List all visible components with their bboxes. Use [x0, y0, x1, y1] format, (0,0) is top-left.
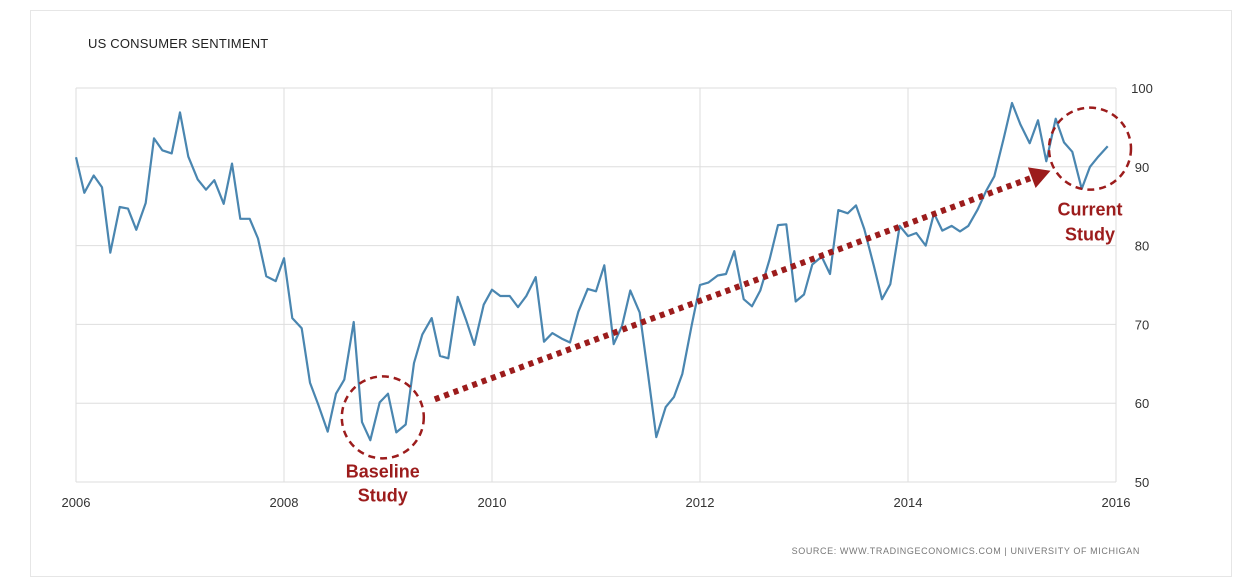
y-tick-label: 80 — [1135, 239, 1149, 254]
annotation-label-line2: Study — [1065, 225, 1115, 245]
source-note: SOURCE: WWW.TRADINGECONOMICS.COM | UNIVE… — [791, 546, 1140, 556]
annotation-label-line1: Current — [1057, 200, 1122, 220]
y-tick-label: 70 — [1135, 317, 1149, 332]
annotation-circle — [340, 375, 426, 460]
sentiment-series-line — [74, 101, 1109, 442]
y-tick-label: 60 — [1135, 396, 1149, 411]
chart-title: US CONSUMER SENTIMENT — [88, 36, 269, 51]
annotations: Baseline Study Current Study — [340, 106, 1133, 505]
y-axis-ticks: 50 60 70 80 90 100 — [1131, 81, 1153, 490]
x-tick-label: 2010 — [478, 495, 507, 510]
x-tick-label: 2006 — [62, 495, 91, 510]
x-axis-ticks: 2006 2008 2010 2012 2014 2016 — [62, 495, 1131, 510]
grid-lines — [75, 87, 1117, 483]
x-tick-label: 2012 — [686, 495, 715, 510]
x-tick-label: 2008 — [270, 495, 299, 510]
x-tick-label: 2014 — [894, 495, 923, 510]
annotation-label-line1: Baseline — [346, 461, 420, 481]
trend-arrow-shaft — [433, 174, 1033, 403]
x-tick-label: 2016 — [1102, 495, 1131, 510]
trend-arrow — [433, 167, 1051, 403]
y-tick-label: 50 — [1135, 475, 1149, 490]
y-tick-label: 90 — [1135, 160, 1149, 175]
trend-arrow-head — [1027, 167, 1051, 188]
y-tick-label: 100 — [1131, 81, 1153, 96]
annotation-label-line2: Study — [358, 485, 408, 505]
annotation-circle — [1047, 106, 1133, 191]
